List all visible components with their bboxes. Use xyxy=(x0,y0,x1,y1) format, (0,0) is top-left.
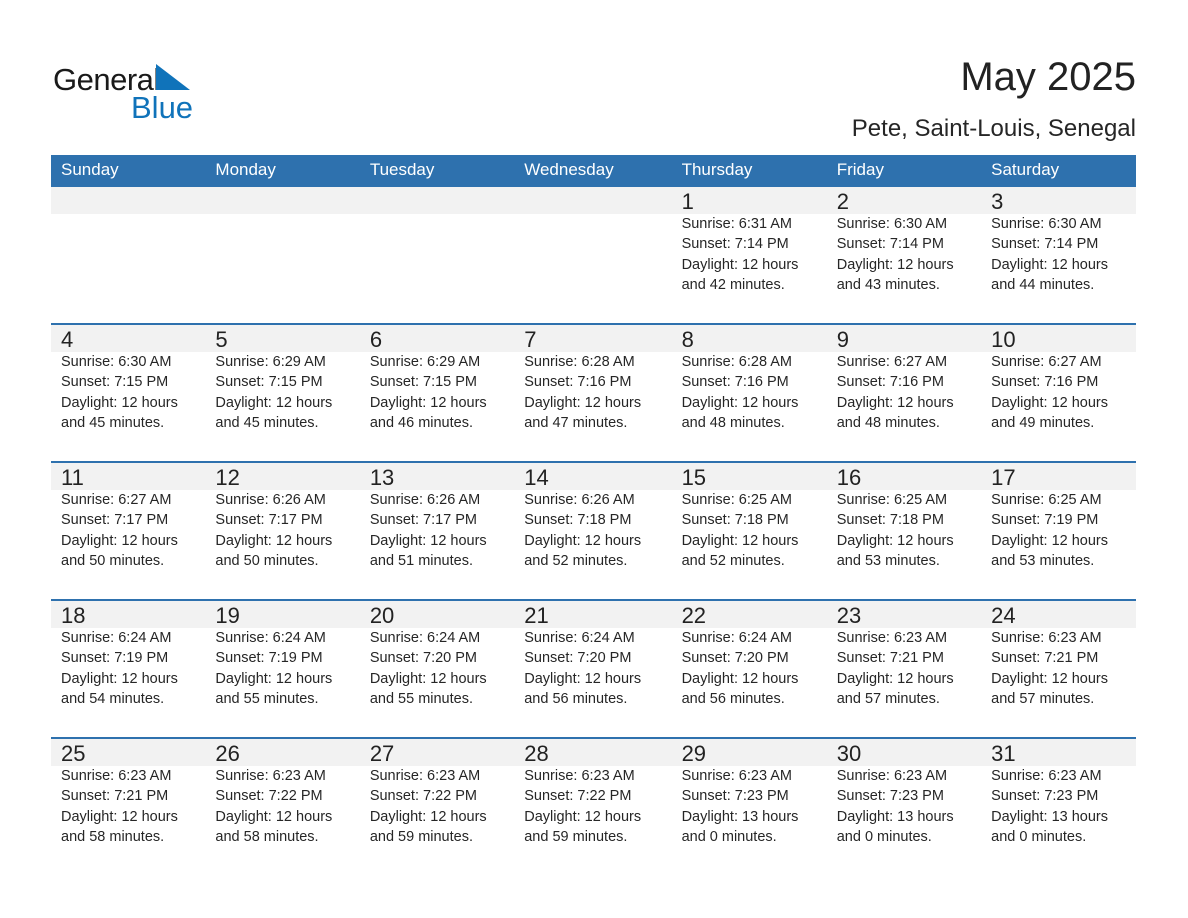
svg-text:Blue: Blue xyxy=(131,90,193,125)
